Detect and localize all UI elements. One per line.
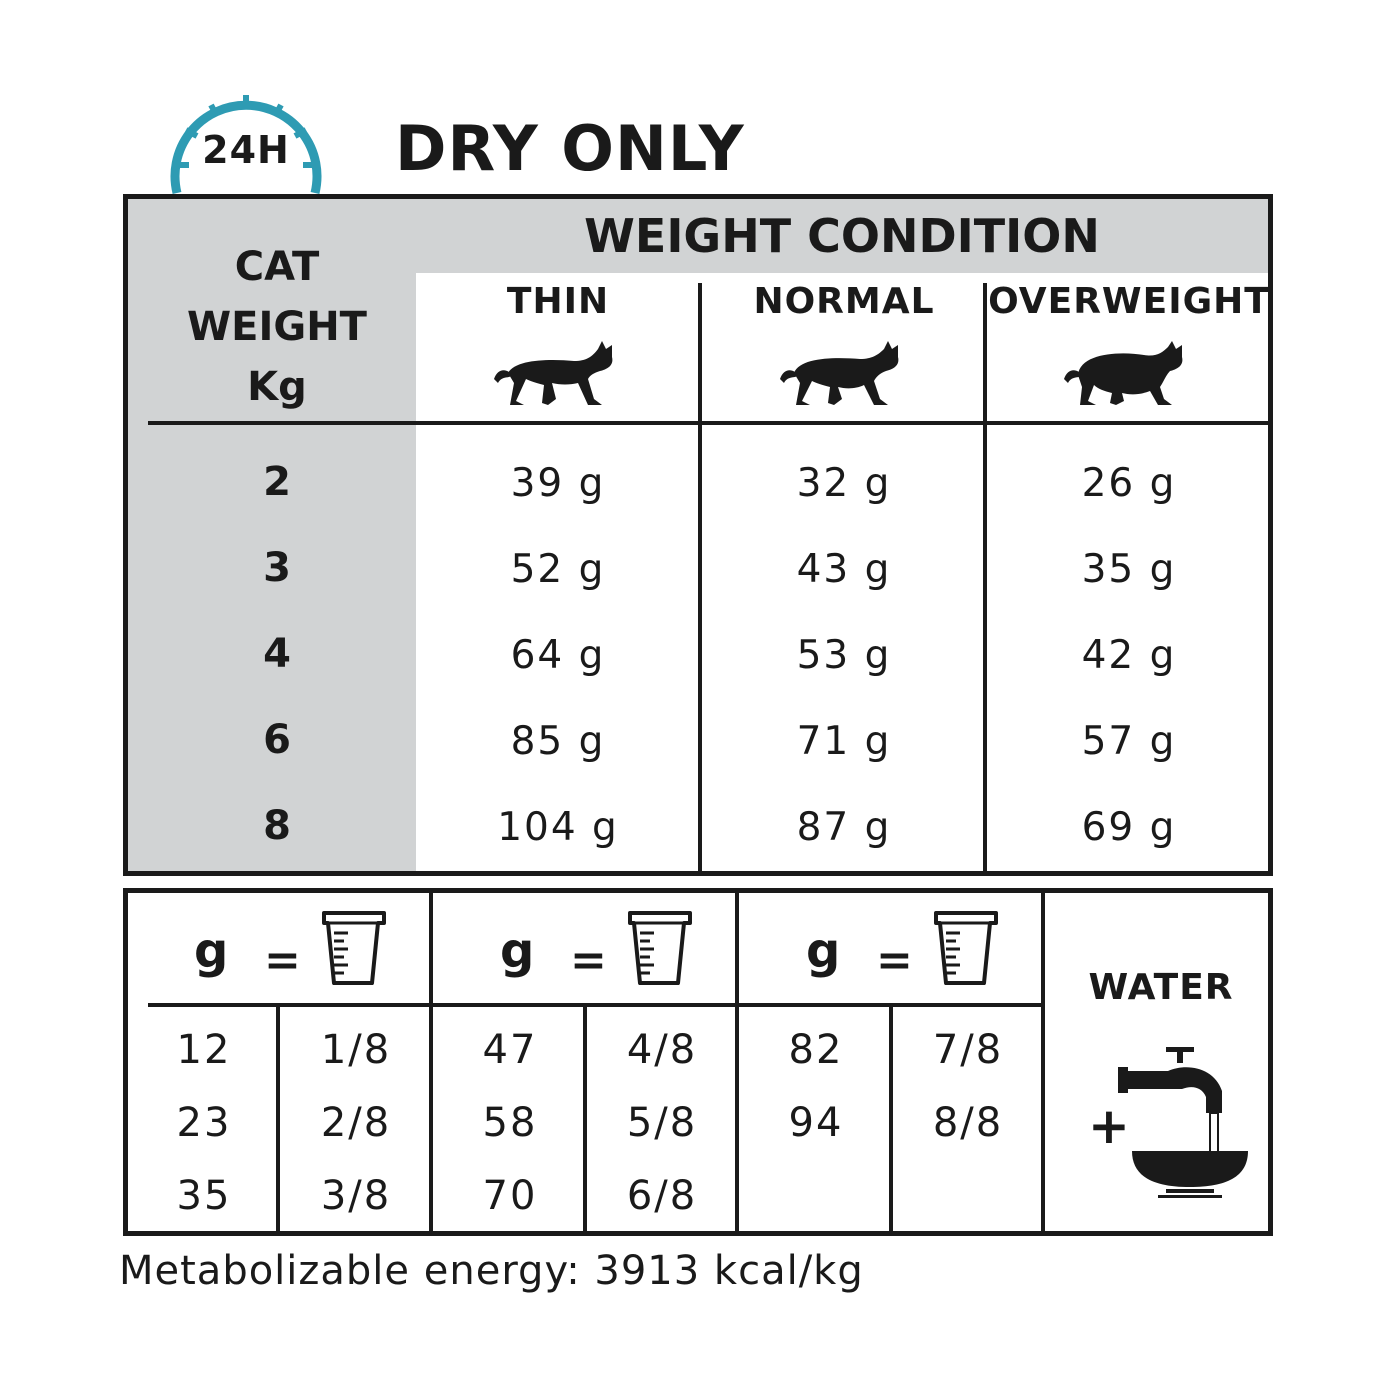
column-header-normal: NORMAL [753,281,935,322]
cup-fraction: 3/8 [320,1173,392,1219]
column-divider [983,283,987,871]
cup-fraction: 4/8 [626,1027,698,1073]
thin-ration: 85 g [510,719,606,764]
cat-weight-value: 2 [263,459,291,505]
cup-fraction: 8/8 [932,1100,1004,1146]
normal-ration: 53 g [796,633,892,678]
thin-ration: 52 g [510,547,606,592]
plus-sign: + [1088,1097,1130,1155]
grams-value: 12 [176,1027,232,1073]
equals-sign: = [570,935,607,986]
equals-sign: = [264,935,301,986]
24h-clock-icon [165,85,327,195]
grams-value: 35 [176,1173,232,1219]
cat-weight-header-line: Kg [247,364,307,410]
cat-weight-value: 8 [263,803,291,849]
cat-weight-header-line: CAT [234,244,320,290]
feeding-table: WEIGHT CONDITION CAT WEIGHT Kg THIN NORM… [123,194,1273,876]
header-divider [148,421,1268,425]
tap-water-bowl-icon [1118,1041,1258,1201]
grams-value: 58 [482,1100,538,1146]
equals-sign: = [876,935,913,986]
overweight-cat-icon [1060,339,1190,409]
overweight-ration: 26 g [1081,461,1177,506]
column-divider [889,1003,893,1231]
normal-ration: 32 g [796,461,892,506]
overweight-ration: 35 g [1081,547,1177,592]
cat-weight-value: 6 [263,717,291,763]
grams-label: g [194,923,229,979]
thin-ration: 64 g [510,633,606,678]
normal-ration: 43 g [796,547,892,592]
metabolizable-energy-note: Metabolizable energy: 3913 kcal/kg [119,1248,864,1294]
normal-cat-icon [776,339,906,409]
water-label: WATER [1088,967,1234,1008]
cup-fraction: 5/8 [626,1100,698,1146]
weight-condition-header: WEIGHT CONDITION [584,209,1100,263]
grams-value: 70 [482,1173,538,1219]
normal-ration: 87 g [796,805,892,850]
grams-label: g [500,923,535,979]
cat-weight-header-line: WEIGHT [187,304,367,350]
thin-ration: 104 g [497,805,619,850]
column-divider [429,893,433,1231]
measuring-cup-icon [626,909,694,987]
badge-24h-label: 24H [202,128,290,172]
normal-ration: 71 g [796,719,892,764]
cup-fraction: 6/8 [626,1173,698,1219]
measuring-cup-icon [932,909,1000,987]
overweight-ration: 69 g [1081,805,1177,850]
grams-value: 23 [176,1100,232,1146]
grams-value: 82 [788,1027,844,1073]
column-divider [698,283,702,871]
column-divider [1041,893,1045,1231]
grams-label: g [806,923,841,979]
header-divider [148,1003,1041,1007]
page-title: DRY ONLY [395,112,745,185]
thin-ration: 39 g [510,461,606,506]
column-header-overweight: OVERWEIGHT [988,281,1270,322]
cup-fraction: 7/8 [932,1027,1004,1073]
cat-weight-value: 4 [263,631,291,677]
cat-weight-value: 3 [263,545,291,591]
row-header-background [128,199,416,871]
thin-cat-icon [490,339,620,409]
column-header-thin: THIN [506,281,610,322]
column-divider [735,893,739,1231]
cat-weight-header: CAT WEIGHT Kg [128,237,426,417]
grams-value: 47 [482,1027,538,1073]
cup-fraction: 1/8 [320,1027,392,1073]
cup-conversion-table: g = g = g = [123,888,1273,1236]
overweight-ration: 42 g [1081,633,1177,678]
cup-fraction: 2/8 [320,1100,392,1146]
column-divider [276,1003,280,1231]
measuring-cup-icon [320,909,388,987]
group-header-background [416,199,1268,273]
overweight-ration: 57 g [1081,719,1177,764]
column-divider [583,1003,587,1231]
grams-value: 94 [788,1100,844,1146]
